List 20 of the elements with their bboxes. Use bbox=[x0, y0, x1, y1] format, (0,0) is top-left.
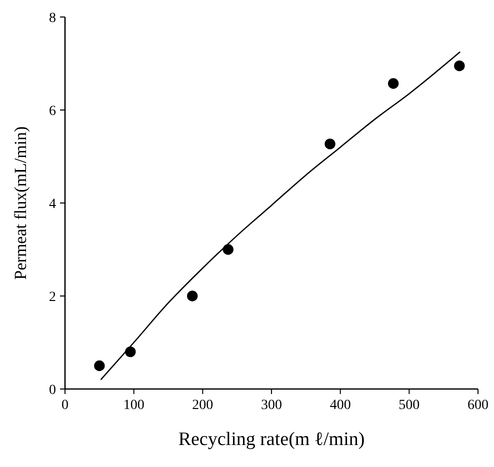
y-tick-label: 0 bbox=[49, 383, 56, 398]
x-tick-label: 200 bbox=[192, 398, 214, 413]
x-axis-title: Recycling rate(m ℓ/min) bbox=[178, 429, 365, 450]
y-tick-label: 2 bbox=[49, 290, 56, 305]
point bbox=[186, 290, 198, 302]
y-tick-label: 4 bbox=[49, 197, 56, 212]
point bbox=[454, 60, 465, 72]
point bbox=[94, 360, 105, 372]
x-tick-label: 0 bbox=[62, 398, 68, 413]
point bbox=[388, 78, 399, 89]
x-tick-label: 400 bbox=[330, 398, 351, 413]
x-tick-label: 100 bbox=[123, 398, 144, 413]
y-tick-label: 8 bbox=[49, 11, 56, 26]
x-tick-label: 600 bbox=[468, 398, 488, 413]
line-series bbox=[100, 51, 461, 380]
y-axis-title: Permeat flux(mL/min) bbox=[11, 126, 30, 280]
x-tick-label: 300 bbox=[261, 398, 282, 413]
y-tick-label: 6 bbox=[49, 104, 56, 119]
x-tick-label: 500 bbox=[398, 398, 420, 413]
point bbox=[324, 138, 336, 150]
